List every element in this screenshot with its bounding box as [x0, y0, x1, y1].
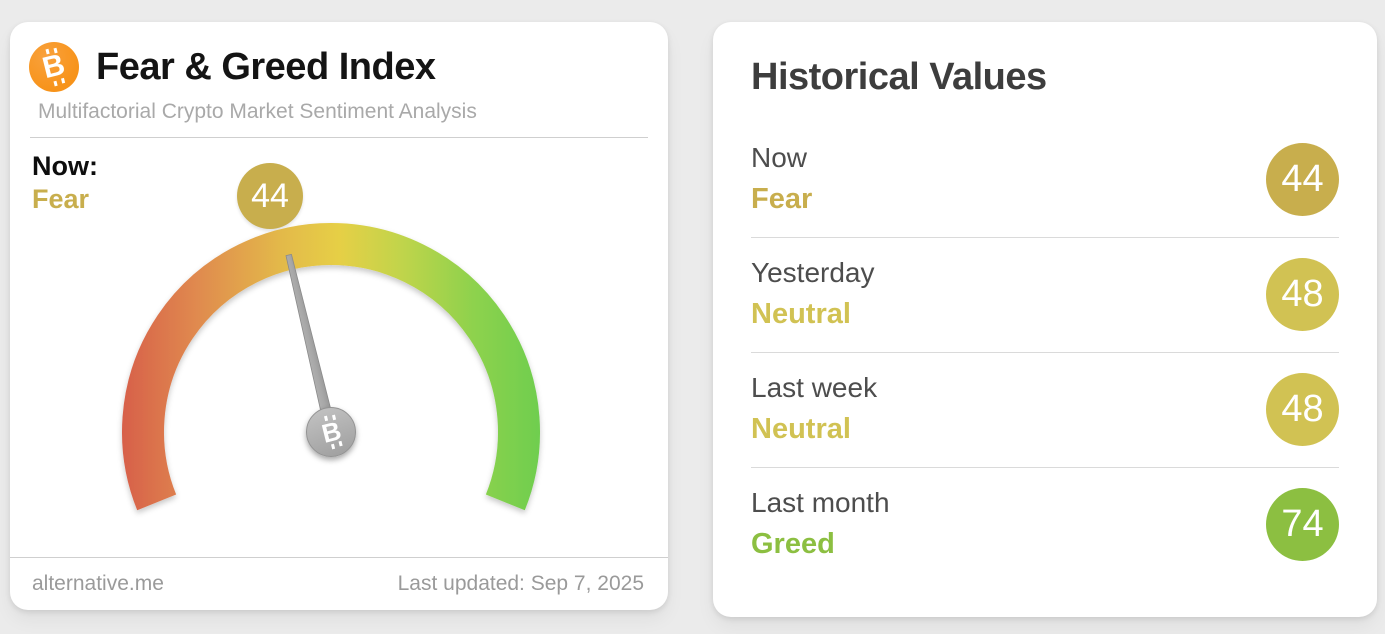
- row-value-badge: 48: [1266, 372, 1339, 446]
- row-classification: Greed: [751, 528, 835, 560]
- row-classification: Neutral: [751, 298, 851, 330]
- fear-greed-card: B Fear & Greed Index Multifactorial Cryp…: [10, 22, 668, 610]
- gauge-arc: [122, 223, 540, 511]
- row-value-badge: 48: [1266, 257, 1339, 331]
- row-value-badge: 74: [1266, 487, 1339, 561]
- card-title: Fear & Greed Index: [96, 45, 436, 88]
- row-period-label: Last week: [751, 372, 878, 403]
- table-row: Last month Greed 74: [751, 468, 1339, 582]
- table-row: Now Fear 44: [751, 123, 1339, 238]
- card-subtitle: Multifactorial Crypto Market Sentiment A…: [38, 100, 477, 123]
- row-period-label: Yesterday: [751, 257, 875, 288]
- now-classification: Fear: [32, 184, 90, 214]
- gauge-chart: [122, 223, 540, 511]
- historical-rows: Now Fear 44 Yesterday Neutral 48 Last we…: [751, 123, 1339, 582]
- row-classification: Fear: [751, 183, 813, 215]
- table-row: Yesterday Neutral 48: [751, 238, 1339, 353]
- current-reading: Now: Fear: [32, 150, 98, 216]
- table-row: Last week Neutral 48: [751, 353, 1339, 468]
- site-link[interactable]: alternative.me: [32, 572, 164, 595]
- card-footer: alternative.me Last updated: Sep 7, 2025: [10, 557, 668, 610]
- row-period-label: Last month: [751, 487, 890, 518]
- header-divider: [30, 137, 648, 138]
- row-value-badge: 44: [1266, 142, 1339, 216]
- card-header: B Fear & Greed Index: [10, 22, 668, 92]
- historical-title: Historical Values: [751, 56, 1047, 98]
- gauge-hub-bitcoin-icon: B: [306, 407, 356, 457]
- bitcoin-logo-icon: B: [29, 42, 79, 92]
- row-period-label: Now: [751, 142, 808, 173]
- now-label: Now:: [32, 151, 98, 181]
- gauge-area: Now: Fear 44: [10, 138, 668, 552]
- historical-values-card: Historical Values Now Fear 44 Yesterday …: [713, 22, 1377, 617]
- last-updated-text: Last updated: Sep 7, 2025: [397, 572, 644, 595]
- gauge-value-badge: 44: [237, 163, 303, 229]
- row-classification: Neutral: [751, 413, 851, 445]
